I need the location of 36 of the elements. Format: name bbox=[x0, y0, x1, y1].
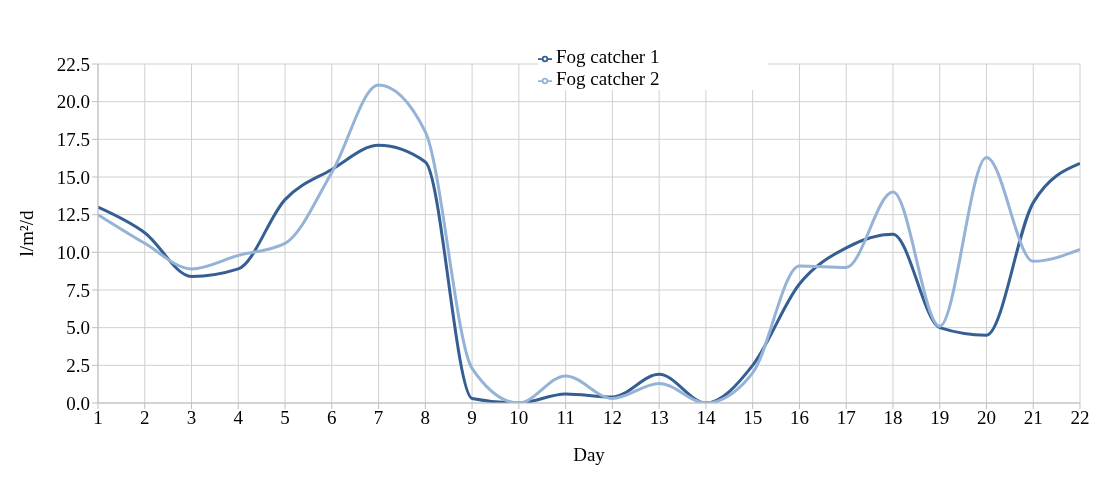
x-tick-label: 4 bbox=[233, 407, 244, 429]
x-tick-label: 3 bbox=[186, 407, 197, 429]
y-tick-label: 22.5 bbox=[56, 53, 90, 75]
x-tick-label: 19 bbox=[930, 407, 950, 429]
x-tick-label: 20 bbox=[976, 407, 996, 429]
y-tick-label: 17.5 bbox=[56, 129, 90, 151]
y-tick-label: 2.5 bbox=[66, 355, 90, 377]
x-tick-label: 16 bbox=[789, 407, 809, 429]
x-tick-label: 12 bbox=[602, 407, 622, 429]
x-tick-label: 15 bbox=[743, 407, 763, 429]
y-tick-label: 7.5 bbox=[66, 279, 90, 301]
y-axis-title: l/m²/d bbox=[15, 210, 37, 257]
y-tick-label: 12.5 bbox=[56, 204, 90, 226]
x-tick-label: 17 bbox=[836, 407, 856, 429]
y-tick-label: 10.0 bbox=[56, 242, 90, 264]
x-tick-label: 2 bbox=[140, 407, 150, 429]
y-tick-label: 15.0 bbox=[56, 166, 90, 188]
legend-label: Fog catcher 1 bbox=[556, 46, 660, 67]
x-tick-label: 22 bbox=[1070, 407, 1090, 429]
y-tick-label: 5.0 bbox=[66, 317, 90, 339]
x-tick-label: 6 bbox=[327, 407, 337, 429]
legend-label: Fog catcher 2 bbox=[556, 68, 660, 89]
x-tick-label: 21 bbox=[1023, 407, 1043, 429]
x-tick-label: 7 bbox=[373, 407, 384, 429]
x-tick-label: 10 bbox=[509, 407, 529, 429]
x-tick-label: 13 bbox=[649, 407, 669, 429]
x-tick-label: 8 bbox=[420, 407, 431, 429]
y-tick-label: 0.0 bbox=[66, 392, 90, 414]
x-tick-label: 14 bbox=[696, 407, 716, 429]
x-tick-label: 18 bbox=[883, 407, 903, 429]
x-tick-label: 1 bbox=[93, 407, 103, 429]
x-tick-label: 5 bbox=[280, 407, 290, 429]
x-tick-label: 11 bbox=[556, 407, 575, 429]
x-axis-title: Day bbox=[573, 444, 606, 465]
x-tick-label: 9 bbox=[467, 407, 477, 429]
y-tick-label: 20.0 bbox=[56, 91, 90, 113]
